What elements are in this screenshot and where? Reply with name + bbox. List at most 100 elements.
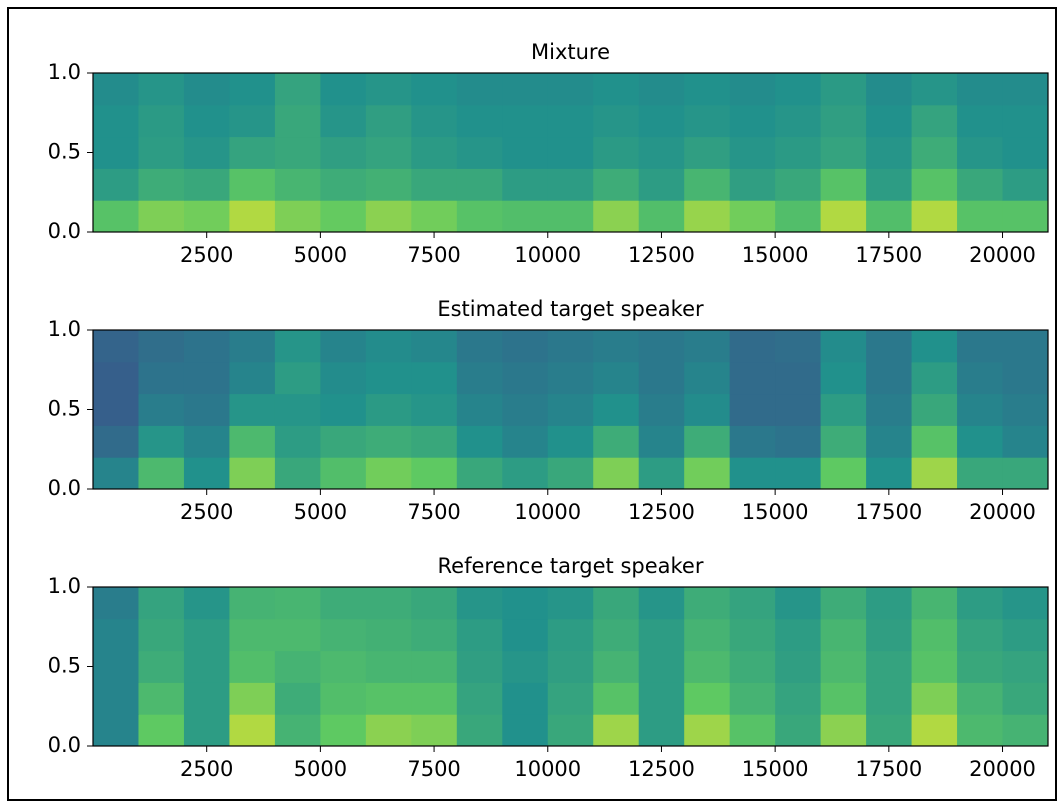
y-tick-label: 0.0 bbox=[48, 476, 81, 500]
spectrogram-cell bbox=[411, 136, 458, 169]
spectrogram-cell bbox=[365, 104, 412, 138]
spectrogram-cell bbox=[229, 618, 276, 652]
spectrogram-cell bbox=[365, 393, 412, 426]
spectrogram-cell bbox=[320, 200, 367, 233]
spectrogram-cell bbox=[593, 587, 640, 620]
spectrogram-cell bbox=[365, 714, 412, 747]
spectrogram-cell bbox=[365, 200, 412, 233]
spectrogram-cell bbox=[274, 104, 321, 138]
spectrogram-cell bbox=[1002, 104, 1049, 138]
x-tick-label: 7500 bbox=[407, 757, 460, 781]
spectrogram-cell bbox=[820, 457, 867, 490]
spectrogram-cell bbox=[729, 425, 776, 458]
spectrogram-cell bbox=[1002, 73, 1049, 106]
spectrogram-cell bbox=[593, 618, 640, 652]
spectrogram-cell bbox=[957, 73, 1004, 106]
spectrogram-cell bbox=[1002, 361, 1049, 395]
spectrogram-cell bbox=[911, 361, 958, 395]
spectrogram-cell bbox=[775, 361, 822, 395]
spectrogram-cell bbox=[456, 73, 503, 106]
spectrogram-cell bbox=[229, 650, 276, 683]
spectrogram-cell bbox=[866, 330, 913, 363]
spectrogram-cell bbox=[229, 457, 276, 490]
spectrogram-cell bbox=[229, 393, 276, 426]
spectrogram-cell bbox=[456, 104, 503, 138]
spectrogram-cell bbox=[729, 650, 776, 683]
spectrogram-cell bbox=[638, 650, 685, 683]
spectrogram-cell bbox=[183, 361, 230, 395]
spectrogram-cell bbox=[502, 104, 549, 138]
spectrogram-cell bbox=[229, 425, 276, 458]
y-tick-label: 1.0 bbox=[48, 574, 81, 598]
spectrogram-cell bbox=[957, 587, 1004, 620]
spectrogram-cell bbox=[820, 330, 867, 363]
spectrogram-cell bbox=[138, 73, 185, 106]
spectrogram-cell bbox=[820, 393, 867, 426]
spectrogram-cell bbox=[411, 457, 458, 490]
x-tick-label: 2500 bbox=[180, 500, 233, 524]
spectrogram-cell bbox=[957, 136, 1004, 169]
x-tick-label: 17500 bbox=[855, 757, 922, 781]
spectrogram-cell bbox=[684, 168, 731, 201]
spectrogram-cell bbox=[365, 618, 412, 652]
spectrogram-cell bbox=[229, 168, 276, 201]
spectrogram-cell bbox=[93, 714, 139, 747]
spectrogram-cell bbox=[775, 425, 822, 458]
spectrogram-cell bbox=[638, 618, 685, 652]
y-tick-label: 0.5 bbox=[48, 140, 81, 164]
x-tick-label: 15000 bbox=[742, 500, 809, 524]
spectrogram-cell bbox=[866, 136, 913, 169]
spectrogram-cell bbox=[138, 200, 185, 233]
spectrogram-cell bbox=[775, 587, 822, 620]
spectrogram-cell bbox=[957, 714, 1004, 747]
spectrogram-cell bbox=[911, 73, 958, 106]
spectrogram-cell bbox=[365, 361, 412, 395]
spectrogram-cell bbox=[274, 650, 321, 683]
spectrogram-cell bbox=[183, 457, 230, 490]
x-tick-label: 12500 bbox=[628, 500, 695, 524]
spectrogram-cell bbox=[365, 650, 412, 683]
spectrogram-cell bbox=[911, 425, 958, 458]
spectrogram-cell bbox=[274, 587, 321, 620]
spectrogram-cell bbox=[1002, 618, 1049, 652]
y-tick-label: 0.5 bbox=[48, 397, 81, 421]
spectrogram-cell bbox=[138, 393, 185, 426]
spectrogram-cell bbox=[411, 650, 458, 683]
spectrogram-cell bbox=[866, 200, 913, 233]
spectrogram-cell bbox=[183, 618, 230, 652]
spectrogram-cell bbox=[547, 587, 594, 620]
spectrogram-cell bbox=[638, 682, 685, 715]
spectrogram-cell bbox=[320, 168, 367, 201]
spectrogram-cell bbox=[229, 714, 276, 747]
spectrogram-cell bbox=[866, 650, 913, 683]
spectrogram-cell bbox=[775, 200, 822, 233]
spectrogram-cell bbox=[593, 104, 640, 138]
spectrogram-cell bbox=[320, 393, 367, 426]
x-tick-label: 7500 bbox=[407, 243, 460, 267]
spectrogram-cell bbox=[320, 104, 367, 138]
spectrogram-cell bbox=[866, 393, 913, 426]
spectrogram-cell bbox=[274, 73, 321, 106]
spectrogram-cell bbox=[138, 618, 185, 652]
spectrogram-cell bbox=[593, 168, 640, 201]
spectrogram-cell bbox=[502, 457, 549, 490]
spectrogram-cell bbox=[729, 168, 776, 201]
spectrogram-cell bbox=[547, 200, 594, 233]
spectrogram-cell bbox=[684, 425, 731, 458]
spectrogram-cell bbox=[957, 457, 1004, 490]
spectrogram-cell bbox=[411, 73, 458, 106]
spectrogram-cell bbox=[820, 425, 867, 458]
spectrogram-cell bbox=[93, 73, 139, 106]
spectrogram-cell bbox=[775, 393, 822, 426]
spectrogram-cell bbox=[320, 136, 367, 169]
spectrogram-cell bbox=[411, 168, 458, 201]
spectrogram-cell bbox=[93, 682, 139, 715]
x-tick-label: 12500 bbox=[628, 243, 695, 267]
spectrogram-cell bbox=[93, 136, 139, 169]
spectrogram-cell bbox=[866, 618, 913, 652]
spectrogram-cell bbox=[229, 136, 276, 169]
spectrogram-cell bbox=[183, 330, 230, 363]
spectrogram-cell bbox=[93, 200, 139, 233]
spectrogram-cell bbox=[775, 136, 822, 169]
spectrogram-cell bbox=[775, 168, 822, 201]
